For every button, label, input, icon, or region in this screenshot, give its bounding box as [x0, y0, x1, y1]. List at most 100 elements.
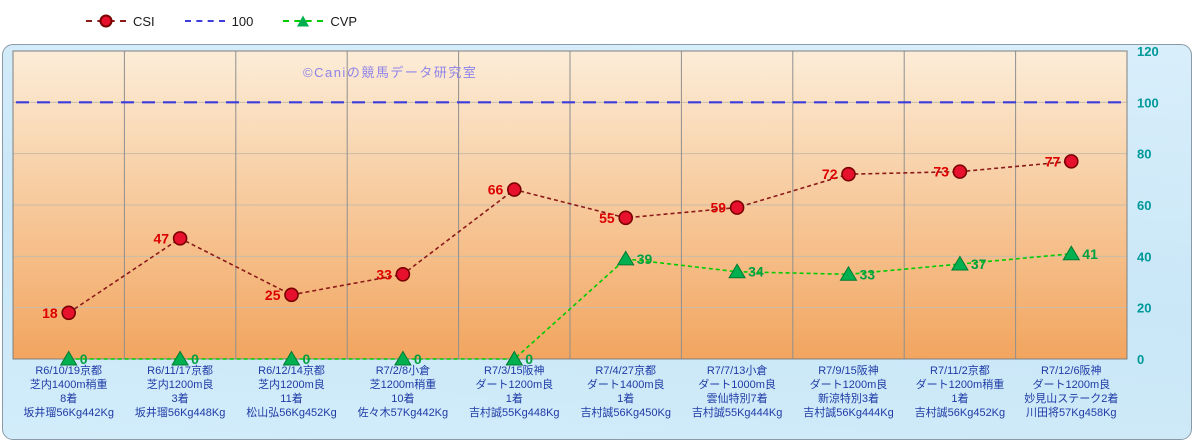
legend-item-csi: CSI	[86, 13, 155, 29]
csi-value-label: 59	[711, 200, 727, 216]
cvp-point	[505, 350, 524, 366]
svg-text:川田将57Kg458Kg: 川田将57Kg458Kg	[1026, 406, 1117, 419]
csi-value-label: 33	[376, 266, 392, 282]
csi-value-label: 18	[42, 305, 58, 321]
chart-legend: CSI 100 CVP	[0, 0, 1194, 42]
cvp-point	[616, 250, 635, 266]
cvp-value-label: 41	[1082, 246, 1098, 262]
legend-label-csi: CSI	[133, 13, 155, 29]
csi-value-label: 72	[822, 166, 838, 182]
plot-border	[12, 50, 1128, 360]
svg-text:1着: 1着	[617, 391, 634, 405]
csi-value-label: 73	[933, 164, 949, 180]
cvp-value-label: 33	[860, 266, 876, 282]
legend-item-cvp: CVP	[283, 13, 357, 29]
cvp-point	[951, 255, 969, 271]
csi-point	[395, 267, 411, 282]
cvp-value-label: 0	[303, 351, 311, 367]
chart-frame: ©Caniの競馬データ研究室 0 0 0 0 0 39 34 33 37 41 18 47 25 33 66 5…	[2, 44, 1192, 440]
csi-point	[952, 164, 968, 179]
svg-text:R7/9/15阪神: R7/9/15阪神	[818, 363, 879, 377]
svg-text:芝内1200m良: 芝内1200m良	[258, 377, 325, 391]
csi-point	[506, 182, 522, 197]
cvp-point	[394, 350, 412, 366]
legend-item-100: 100	[184, 13, 254, 29]
cvp-point	[728, 263, 746, 279]
cvp-value-label: 34	[748, 264, 764, 280]
y-tick-label: 40	[1137, 249, 1151, 264]
csi-value-label: 66	[488, 182, 504, 198]
y-tick-label: 20	[1137, 301, 1151, 316]
csi-point	[172, 231, 188, 246]
svg-text:R7/3/15阪神: R7/3/15阪神	[484, 363, 545, 377]
cvp-value-label: 39	[637, 251, 653, 267]
triangle-marker-icon	[297, 15, 310, 27]
svg-text:ダート1200m良: ダート1200m良	[1032, 377, 1110, 391]
csi-point	[61, 305, 76, 321]
cvp-point	[1062, 245, 1081, 261]
svg-text:吉村誠56Kg450Kg: 吉村誠56Kg450Kg	[580, 405, 671, 419]
svg-text:松山弘56Kg452Kg: 松山弘56Kg452Kg	[246, 405, 337, 419]
legend-label-cvp: CVP	[330, 13, 358, 29]
watermark: ©Caniの競馬データ研究室	[303, 65, 477, 80]
cvp-point	[839, 265, 858, 281]
cvp-value-label: 0	[414, 351, 422, 367]
svg-text:R7/2/8小倉: R7/2/8小倉	[376, 363, 430, 377]
legend-swatch-100	[184, 13, 225, 29]
csi-line	[68, 160, 1072, 314]
cvp-line	[68, 252, 1072, 360]
svg-text:坂井瑠56Kg442Kg: 坂井瑠56Kg442Kg	[23, 405, 114, 419]
chart-plot: ©Caniの競馬データ研究室 0 0 0 0 0 39 34 33 37 41 18 47 25 33 66 5…	[12, 45, 1159, 419]
svg-text:11着: 11着	[280, 391, 302, 405]
svg-text:吉村誠56Kg452Kg: 吉村誠56Kg452Kg	[915, 405, 1006, 419]
cvp-point	[282, 350, 301, 366]
svg-text:ダート1400m良: ダート1400m良	[587, 377, 665, 391]
svg-text:坂井瑠56Kg448Kg: 坂井瑠56Kg448Kg	[135, 405, 226, 419]
cvp-series: 0 0 0 0 0 39 34 33 37 41	[59, 245, 1098, 367]
svg-text:R6/11/17京都: R6/11/17京都	[147, 363, 213, 377]
csi-value-label: 47	[154, 230, 170, 246]
svg-text:10着: 10着	[391, 391, 414, 405]
svg-text:R7/12/6阪神: R7/12/6阪神	[1041, 363, 1102, 377]
svg-text:新涼特別3着: 新涼特別3着	[818, 391, 879, 405]
cvp-value-label: 0	[80, 351, 88, 367]
legend-swatch-csi	[86, 13, 126, 29]
svg-text:佐々木57Kg442Kg: 佐々木57Kg442Kg	[358, 405, 449, 419]
y-tick-label: 120	[1137, 45, 1159, 59]
csi-point	[284, 287, 299, 303]
y-axis-labels: 0 20 40 60 80 100 120	[1137, 45, 1159, 367]
svg-text:芝内1200m良: 芝内1200m良	[147, 377, 214, 391]
legend-label-100: 100	[231, 13, 254, 29]
svg-text:8着: 8着	[60, 391, 77, 405]
circle-marker-icon	[99, 14, 113, 28]
svg-text:R7/4/27京都: R7/4/27京都	[595, 363, 656, 377]
y-tick-label: 80	[1137, 147, 1151, 162]
csi-series: 18 47 25 33 66 55 59 72 73 77	[42, 153, 1079, 321]
svg-text:ダート1000m良: ダート1000m良	[698, 377, 776, 391]
csi-point	[729, 200, 745, 215]
csi-value-label: 77	[1045, 153, 1061, 169]
svg-text:ダート1200m良: ダート1200m良	[810, 377, 888, 391]
svg-text:ダート1200m良: ダート1200m良	[475, 377, 553, 391]
svg-text:R7/7/13小倉: R7/7/13小倉	[707, 363, 768, 377]
cvp-value-label: 0	[525, 351, 533, 367]
csi-value-label: 55	[599, 210, 615, 226]
csi-point	[1064, 154, 1079, 169]
svg-text:吉村誠55Kg444Kg: 吉村誠55Kg444Kg	[692, 405, 783, 419]
cvp-point	[59, 350, 78, 366]
y-tick-label: 60	[1137, 198, 1151, 213]
cvp-value-label: 0	[191, 351, 199, 367]
y-tick-label: 100	[1137, 95, 1159, 110]
svg-text:ダート1200m稍重: ダート1200m稍重	[916, 377, 1005, 391]
svg-text:R7/11/2京都: R7/11/2京都	[930, 363, 990, 377]
y-tick-label: 0	[1137, 352, 1144, 367]
svg-text:R6/12/14京都: R6/12/14京都	[258, 363, 325, 377]
